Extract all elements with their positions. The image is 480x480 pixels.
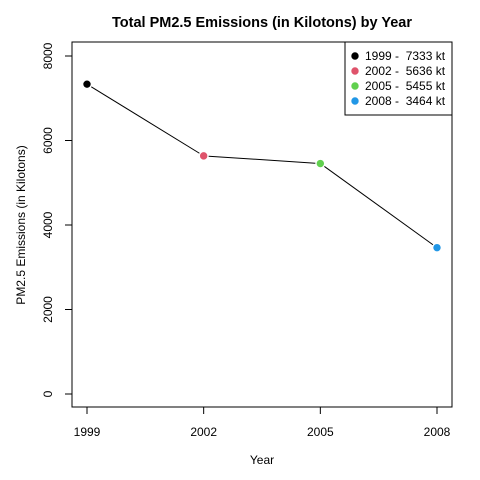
legend-label: 2008 - 3464 kt bbox=[365, 94, 446, 108]
data-point bbox=[316, 159, 325, 168]
plot-area: 1999 2002 2005 2008 0 2000 4000 6000 8000 bbox=[41, 41, 453, 439]
series-line-segment bbox=[324, 166, 434, 246]
x-tick-label: 1999 bbox=[74, 425, 101, 439]
legend-label: 2002 - 5636 kt bbox=[365, 64, 446, 78]
y-tick-label: 2000 bbox=[41, 296, 55, 323]
y-tick-label: 0 bbox=[41, 390, 55, 397]
legend-label: 2005 - 5455 kt bbox=[365, 79, 446, 93]
x-axis-label: Year bbox=[250, 453, 274, 467]
x-tick-label: 2005 bbox=[307, 425, 334, 439]
data-point bbox=[83, 80, 91, 88]
y-tick-label: 8000 bbox=[41, 42, 55, 69]
y-axis-label: PM2.5 Emissions (in Kilotons) bbox=[14, 145, 28, 304]
data-point bbox=[433, 243, 441, 252]
legend-marker bbox=[351, 82, 359, 90]
x-tick-label: 2002 bbox=[190, 425, 217, 439]
chart-title: Total PM2.5 Emissions (in Kilotons) by Y… bbox=[112, 15, 412, 31]
x-tick-label: 2008 bbox=[424, 425, 451, 439]
legend-marker bbox=[351, 67, 359, 75]
series-line-segment bbox=[90, 86, 200, 154]
legend-marker bbox=[351, 52, 359, 60]
y-tick-label: 4000 bbox=[41, 211, 55, 238]
legend-label: 1999 - 7333 kt bbox=[365, 49, 446, 63]
data-point bbox=[199, 152, 208, 160]
legend-marker bbox=[351, 97, 359, 105]
legend-box bbox=[344, 41, 453, 116]
series-line-segment bbox=[208, 155, 316, 164]
y-tick-label: 6000 bbox=[41, 127, 55, 154]
